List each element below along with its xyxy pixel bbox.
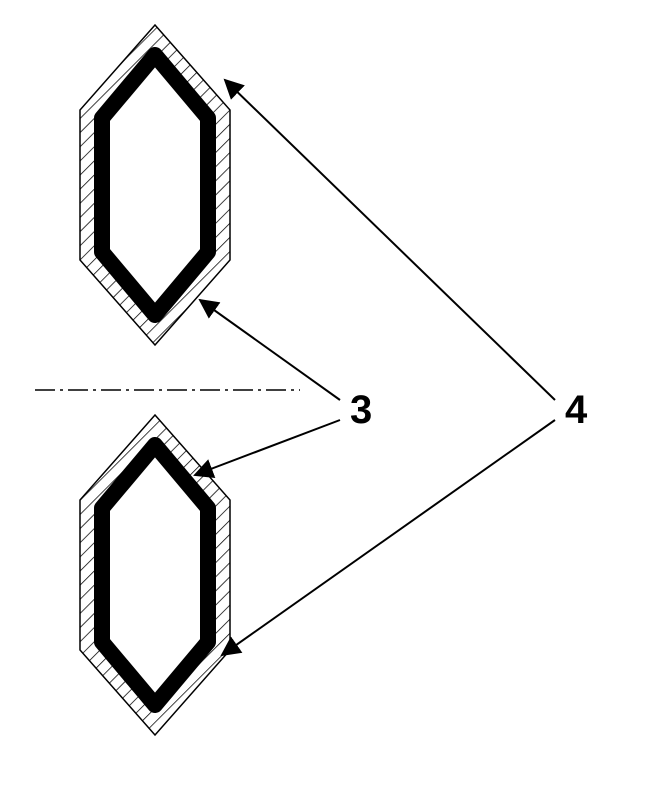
label-4: 4 — [565, 388, 587, 433]
arrow-3-lower — [195, 420, 340, 475]
arrow-4-lower — [222, 420, 555, 655]
diagram-svg — [0, 0, 653, 792]
upper-cross-section — [80, 25, 230, 345]
technical-diagram: 3 4 — [0, 0, 653, 792]
lower-cross-section — [80, 415, 230, 735]
arrow-3-upper — [200, 300, 340, 400]
label-3: 3 — [350, 388, 372, 433]
